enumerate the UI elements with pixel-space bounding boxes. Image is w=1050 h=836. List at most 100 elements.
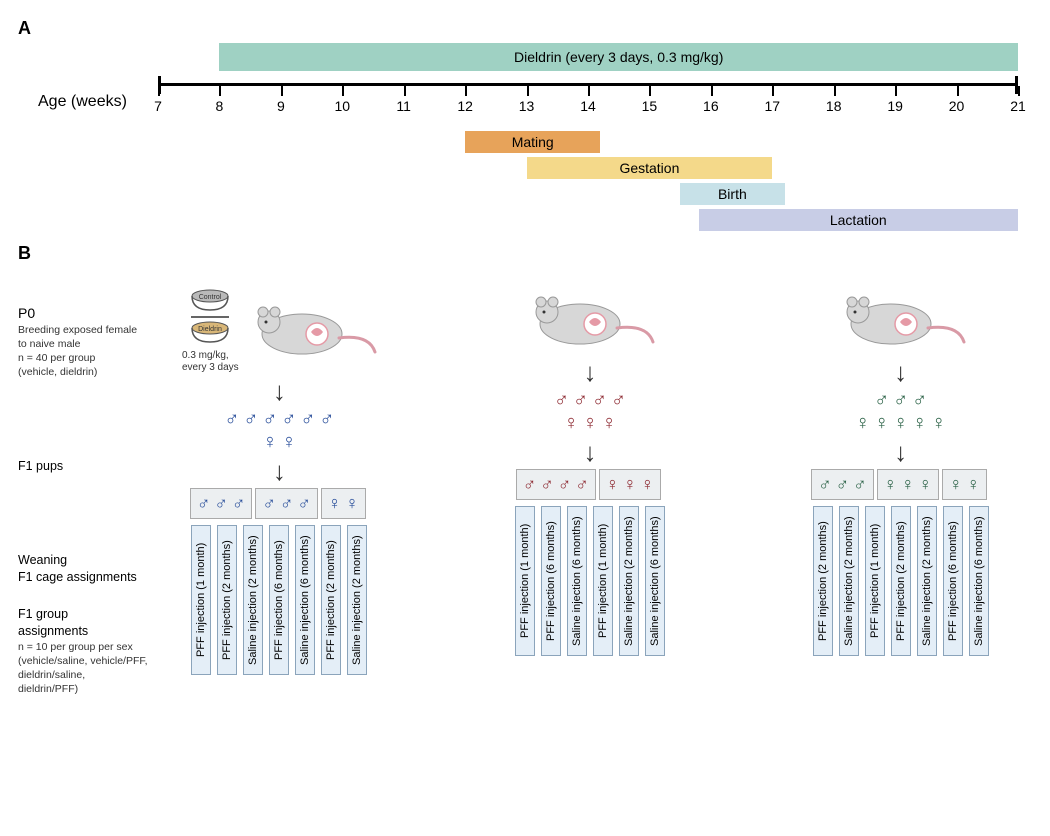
phase-bar-gestation: Gestation [527,157,773,179]
assignment-box: PFF injection (2 months) [891,506,911,656]
male-icon: ♂ [297,493,311,514]
f1-pups: ♂♂♂♀♀♀♀♀ [855,389,946,435]
male-icon: ♂ [554,389,569,412]
female-icon: ♀ [345,493,359,514]
dose-text: 0.3 mg/kg,every 3 days [182,350,239,374]
tick-label: 10 [334,98,350,114]
p0-subtitle: Breeding exposed female to naive male n … [18,323,148,380]
tick-label: 14 [580,98,596,114]
bowl-icon: Dieldrin [188,320,232,346]
tick [711,86,713,96]
tick [772,86,774,96]
assignment-box: PFF injection (6 months) [943,506,963,656]
timeline: 789101112131415161718192021 [158,83,1018,86]
litters-container: Control Dieldrin 0.3 mg/kg,every 3 days … [148,288,1032,697]
litter: ↓♂♂♂♀♀♀♀♀↓♂♂♂♀♀♀♀♀PFF injection (2 month… [769,288,1032,697]
tick-label: 15 [642,98,658,114]
assignment-box: PFF injection (6 months) [269,525,289,675]
mouse-icon [836,288,966,352]
assignment-box: PFF injection (1 month) [191,525,211,675]
male-icon: ♂ [874,389,889,412]
assignments-row: PFF injection (1 month)PFF injection (6 … [512,506,668,656]
male-icon: ♂ [300,408,315,431]
tick-label: 9 [277,98,285,114]
food-bowls: Control Dieldrin 0.3 mg/kg,every 3 days [182,288,239,374]
male-icon: ♂ [232,493,246,514]
tick-label: 12 [457,98,473,114]
panel-a: Dieldrin (every 3 days, 0.3 mg/kg)789101… [18,43,1032,243]
female-icon: ♀ [623,474,637,495]
arrow-down-icon: ↓ [894,439,907,465]
assignment-box: PFF injection (1 month) [865,506,885,656]
female-icon: ♀ [893,412,908,435]
tick [957,86,959,96]
assignment-box: Saline injection (2 months) [917,506,937,656]
female-icon: ♀ [901,474,915,495]
tick-label: 21 [1010,98,1026,114]
male-icon: ♂ [262,493,276,514]
female-icon: ♀ [884,474,898,495]
female-icon: ♀ [919,474,933,495]
male-icon: ♂ [818,474,832,495]
tick [404,86,406,96]
cage: ♂♂♂ [255,488,318,519]
tick-label: 13 [519,98,535,114]
male-icon: ♂ [214,493,228,514]
male-icon: ♂ [224,408,239,431]
cage: ♂♂♂ [811,469,874,500]
female-icon: ♀ [606,474,620,495]
phase-bar-mating: Mating [465,131,600,153]
female-icon: ♀ [564,412,579,435]
tick [649,86,651,96]
male-icon: ♂ [281,408,296,431]
male-icon: ♂ [197,493,211,514]
bowl-icon: Control [188,288,232,314]
female-icon: ♀ [874,412,889,435]
cages-row: ♂♂♂♂♀♀♀ [516,469,665,506]
weaning-label: Weaning F1 cage assignments [18,552,148,586]
female-icon: ♀ [931,412,946,435]
panel-b-label: B [18,243,1032,264]
phase-bar-lactation: Lactation [699,209,1018,231]
tick [588,86,590,96]
female-icon: ♀ [912,412,927,435]
assignments-row: PFF injection (1 month)PFF injection (2 … [188,525,370,675]
f1-pups: ♂♂♂♂♂♂♀♀ [224,408,334,454]
male-icon: ♂ [540,474,554,495]
phase-bar-birth: Birth [680,183,784,205]
assignments-row: PFF injection (2 months) Saline injection… [810,506,992,656]
assignments-subtitle: n = 10 per group per sex (vehicle/saline… [18,640,148,697]
male-icon: ♂ [243,408,258,431]
tick-label: 7 [154,98,162,114]
assignment-box: Saline injection (2 months) [619,506,639,656]
cages-row: ♂♂♂♂♂♂♀♀ [190,488,369,525]
p0-mouse [247,298,377,365]
tick [1018,86,1020,96]
cage: ♀♀♀ [599,469,662,500]
female-icon: ♀ [641,474,655,495]
assignment-box: PFF injection (1 month) [593,506,613,656]
male-icon: ♂ [558,474,572,495]
assignment-box: Saline injection (6 months) [295,525,315,675]
tick [219,86,221,96]
assignment-box: Saline injection (6 months) [645,506,665,656]
assignment-box: Saline injection (6 months) [567,506,587,656]
tick-label: 20 [949,98,965,114]
arrow-down-icon: ↓ [273,458,286,484]
male-icon: ♂ [575,474,589,495]
p0-mouse [525,288,655,355]
assignment-box: Saline injection (2 months) [243,525,263,675]
panel-b-leftcol: P0 Breeding exposed female to naive male… [18,288,148,697]
male-icon: ♂ [523,474,537,495]
cage: ♀♀ [942,469,987,500]
assignment-box: Saline injection (2 months) [347,525,367,675]
female-icon: ♀ [967,474,981,495]
arrow-down-icon: ↓ [584,439,597,465]
assignment-box: Saline injection (6 months) [969,506,989,656]
assignment-box: PFF injection (2 months) [813,506,833,656]
male-icon: ♂ [262,408,277,431]
cage: ♂♂♂♂ [516,469,596,500]
f1-pups: ♂♂♂♂♀♀♀ [554,389,626,435]
tick-label: 8 [216,98,224,114]
assignment-box: PFF injection (1 month) [515,506,535,656]
